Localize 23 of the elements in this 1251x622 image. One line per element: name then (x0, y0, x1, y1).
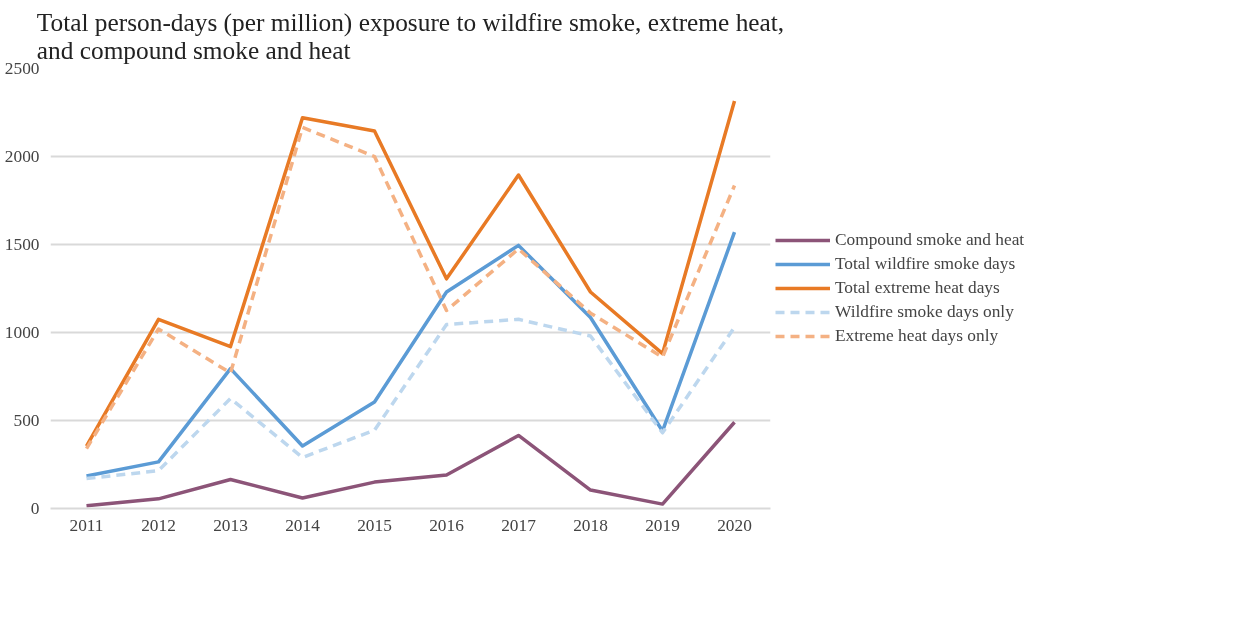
line-series (84, 230, 737, 478)
x-tick-label: 2020 (717, 515, 752, 535)
y-tick-label: 500 (13, 411, 40, 430)
line-series (84, 317, 737, 481)
x-tick-label: 2012 (141, 515, 176, 535)
legend-label: Wildfire smoke days only (835, 302, 1014, 322)
x-tick-label: 2018 (573, 515, 608, 535)
x-tick-label: 2015 (357, 515, 392, 535)
legend-label: Total wildfire smoke days (835, 254, 1016, 274)
line-series (84, 420, 737, 508)
y-tick-label: 0 (30, 499, 40, 518)
legend-label: Extreme heat days only (835, 326, 999, 346)
y-tick-label: 1000 (4, 323, 40, 342)
legend-label: Total extreme heat days (835, 278, 1000, 298)
x-tick-label: 2011 (69, 515, 104, 535)
x-tick-label: 2013 (213, 515, 248, 535)
x-tick-label: 2017 (501, 515, 537, 535)
y-tick-label: 2000 (4, 147, 40, 166)
x-tick-label: 2019 (645, 515, 680, 535)
y-tick-label: 1500 (4, 235, 40, 254)
x-tick-label: 2014 (285, 515, 321, 535)
x-tick-label: 2016 (429, 515, 465, 535)
legend-label: Compound smoke and heat (835, 230, 1025, 250)
